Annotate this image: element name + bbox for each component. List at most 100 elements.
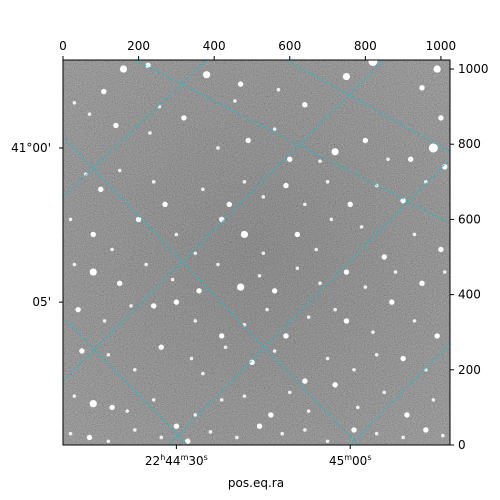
star (368, 60, 378, 67)
star (283, 333, 289, 339)
plot-frame (62, 59, 451, 446)
star (148, 131, 152, 135)
star (318, 281, 322, 286)
star (181, 115, 187, 121)
star (400, 355, 406, 362)
star (196, 288, 202, 294)
star (158, 344, 164, 350)
star (68, 217, 73, 222)
star (174, 232, 179, 237)
star (125, 409, 130, 413)
star (86, 434, 93, 441)
star (106, 352, 111, 357)
star (203, 71, 211, 79)
star (441, 433, 445, 438)
star (256, 423, 263, 429)
star (438, 115, 444, 121)
star (393, 270, 398, 274)
star (343, 318, 350, 324)
grid-line (349, 343, 450, 445)
star (401, 435, 405, 440)
star (265, 307, 269, 312)
star (133, 428, 137, 432)
star (407, 156, 414, 162)
star (106, 439, 111, 444)
star (133, 368, 137, 372)
star (245, 137, 251, 144)
star (223, 345, 228, 350)
coordinate-grid (63, 60, 450, 445)
star (237, 283, 245, 291)
star (242, 180, 247, 184)
star (72, 101, 77, 105)
star (90, 231, 96, 238)
star (428, 143, 438, 153)
star (226, 201, 232, 208)
star (237, 81, 244, 87)
star (151, 303, 157, 309)
right-pixel-axis: 0 200 400 600 800 1000 (450, 62, 489, 452)
star (283, 182, 289, 189)
top-pixel-axis: 0 200 400 600 800 1000 (59, 39, 456, 60)
top-tick-label: 600 (278, 39, 301, 53)
star (68, 431, 73, 436)
star (235, 435, 239, 440)
star (110, 247, 114, 252)
top-tick-label: 200 (127, 39, 150, 53)
star (159, 435, 164, 440)
star (303, 428, 307, 432)
star (201, 187, 205, 192)
x-axis-title: pos.eq.ra (228, 476, 284, 490)
star (359, 225, 364, 229)
star (329, 217, 334, 222)
dec-tick-label: 41°00' (11, 141, 51, 155)
star (331, 148, 339, 156)
star (355, 405, 360, 410)
star (233, 99, 237, 103)
star (342, 72, 351, 81)
star (433, 65, 441, 73)
right-tick-label: 200 (458, 363, 481, 377)
star (89, 268, 97, 276)
star (333, 307, 337, 312)
star (400, 197, 406, 204)
star (116, 280, 123, 287)
star (389, 299, 395, 305)
ra-tick-label: 22h44m30s (145, 453, 208, 468)
star (325, 180, 330, 184)
star (271, 288, 278, 294)
star (280, 431, 284, 436)
star (119, 65, 128, 73)
star (438, 246, 444, 253)
star (318, 159, 322, 163)
star (294, 231, 301, 238)
star (83, 172, 88, 177)
star (404, 412, 410, 418)
star (219, 398, 224, 402)
right-tick-label: 600 (458, 212, 481, 226)
star (332, 382, 338, 388)
star (242, 394, 247, 398)
star (306, 409, 311, 413)
star (151, 180, 156, 184)
star (295, 266, 300, 271)
star (193, 413, 198, 417)
star (249, 359, 255, 365)
star (419, 280, 425, 287)
star (287, 390, 292, 395)
star (113, 122, 119, 129)
star (173, 423, 180, 429)
star (412, 319, 417, 323)
star (79, 348, 85, 354)
star (144, 262, 148, 267)
star (302, 102, 308, 108)
star (89, 400, 97, 408)
star (325, 356, 330, 361)
star (109, 404, 115, 411)
star (287, 156, 293, 162)
star (87, 112, 92, 116)
star (362, 137, 369, 144)
star (431, 398, 436, 402)
star (101, 88, 107, 95)
